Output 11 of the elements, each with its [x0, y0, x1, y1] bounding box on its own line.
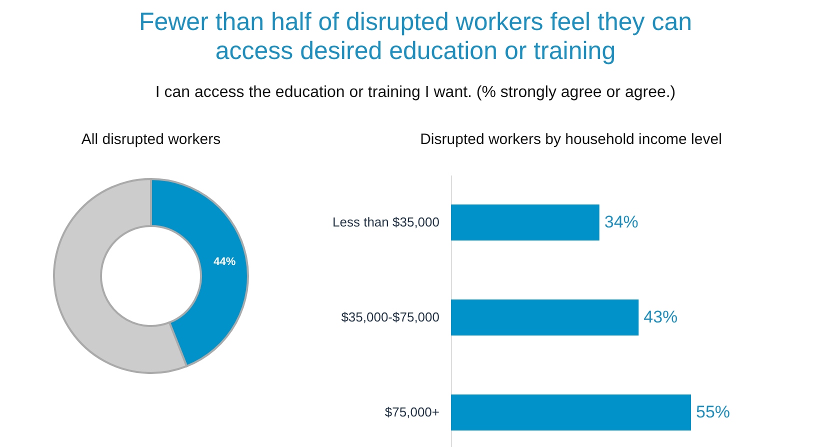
- y-tick-label: Less than $35,000: [332, 214, 440, 230]
- data-label: 55%: [696, 402, 730, 422]
- y-tick-label: $35,000-$75,000: [341, 310, 440, 324]
- chart-title: Disrupted workers by household income level: [420, 131, 722, 148]
- data-label: 44%: [214, 256, 236, 268]
- y-tick-label: $75,000+: [384, 404, 440, 420]
- text: Fewer than half of disrupted workers feel they can access desired education or training: [138, 8, 694, 66]
- text: I can access the education or training I want. (% strongly agree or agree.): [154, 84, 677, 102]
- data-label: 43%: [644, 308, 678, 326]
- chart-title: All disrupted workers: [81, 131, 221, 148]
- data-label: 34%: [604, 212, 638, 232]
